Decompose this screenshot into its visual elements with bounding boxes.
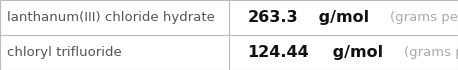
Text: 124.44: 124.44 — [247, 45, 309, 60]
Text: g/mol: g/mol — [313, 10, 369, 25]
Text: (grams per mole): (grams per mole) — [390, 11, 458, 24]
Text: g/mol: g/mol — [327, 45, 383, 60]
Text: chloryl trifluoride: chloryl trifluoride — [7, 46, 122, 59]
Text: (grams per mole): (grams per mole) — [404, 46, 458, 59]
Text: lanthanum(III) chloride hydrate: lanthanum(III) chloride hydrate — [7, 11, 215, 24]
Text: 263.3: 263.3 — [247, 10, 298, 25]
